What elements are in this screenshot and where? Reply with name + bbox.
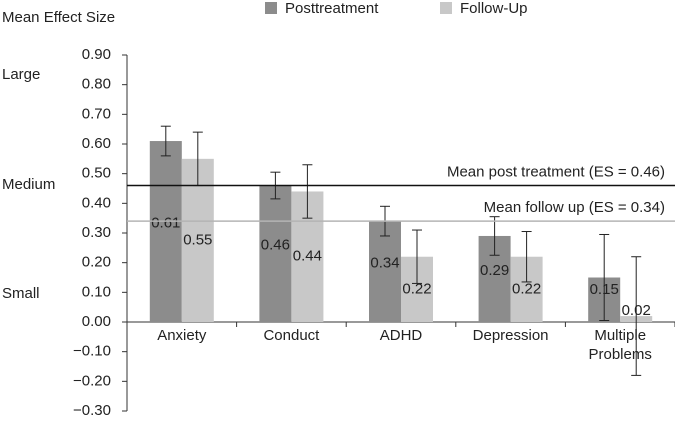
legend-swatch — [265, 2, 277, 14]
legend-swatch — [440, 2, 452, 14]
value-label: 0.15 — [590, 281, 619, 298]
legend-label: Posttreatment — [285, 0, 379, 17]
value-label: 0.22 — [512, 280, 541, 297]
y-tick-label: 0.60 — [82, 135, 111, 152]
x-tick-label: ADHD — [379, 327, 423, 344]
reference-label: Mean follow up (ES = 0.34) — [484, 199, 665, 216]
y-tick-label: −0.30 — [73, 402, 111, 419]
x-tick-label: Multiple Problems — [588, 327, 652, 363]
value-label: 0.34 — [370, 255, 399, 272]
y-tick-label: 0.10 — [82, 283, 111, 300]
y-tick-label: 0.70 — [82, 105, 111, 122]
y-tick-label: −0.20 — [73, 372, 111, 389]
x-tick-label: Anxiety — [157, 327, 207, 344]
y-axis-title: Mean Effect Size — [2, 9, 115, 26]
y-tick-label: 0.20 — [82, 254, 111, 271]
x-tick-label: Conduct — [263, 327, 320, 344]
value-label: 0.55 — [183, 231, 212, 248]
y-tick-label: 0.40 — [82, 194, 111, 211]
size-label: Small — [2, 285, 40, 302]
value-label: 0.61 — [151, 214, 180, 231]
y-tick-label: 0.30 — [82, 224, 111, 241]
value-label: 0.46 — [261, 237, 290, 254]
y-tick-label: 0.90 — [82, 46, 111, 63]
bar — [259, 185, 292, 322]
y-tick-label: 0.80 — [82, 76, 111, 93]
y-tick-label: −0.10 — [73, 343, 111, 360]
value-label: 0.22 — [402, 280, 431, 297]
size-label: Medium — [2, 176, 55, 193]
value-label: 0.29 — [480, 262, 509, 279]
value-label: 0.44 — [293, 248, 322, 265]
size-label: Large — [2, 66, 40, 83]
value-label: 0.02 — [622, 302, 651, 319]
bar — [149, 141, 182, 322]
bar — [369, 221, 401, 322]
y-tick-label: 0.00 — [82, 313, 111, 330]
reference-label: Mean post treatment (ES = 0.46) — [447, 164, 665, 181]
x-tick-label: Depression — [472, 327, 549, 344]
legend-label: Follow-Up — [460, 0, 528, 17]
y-tick-label: 0.50 — [82, 165, 111, 182]
